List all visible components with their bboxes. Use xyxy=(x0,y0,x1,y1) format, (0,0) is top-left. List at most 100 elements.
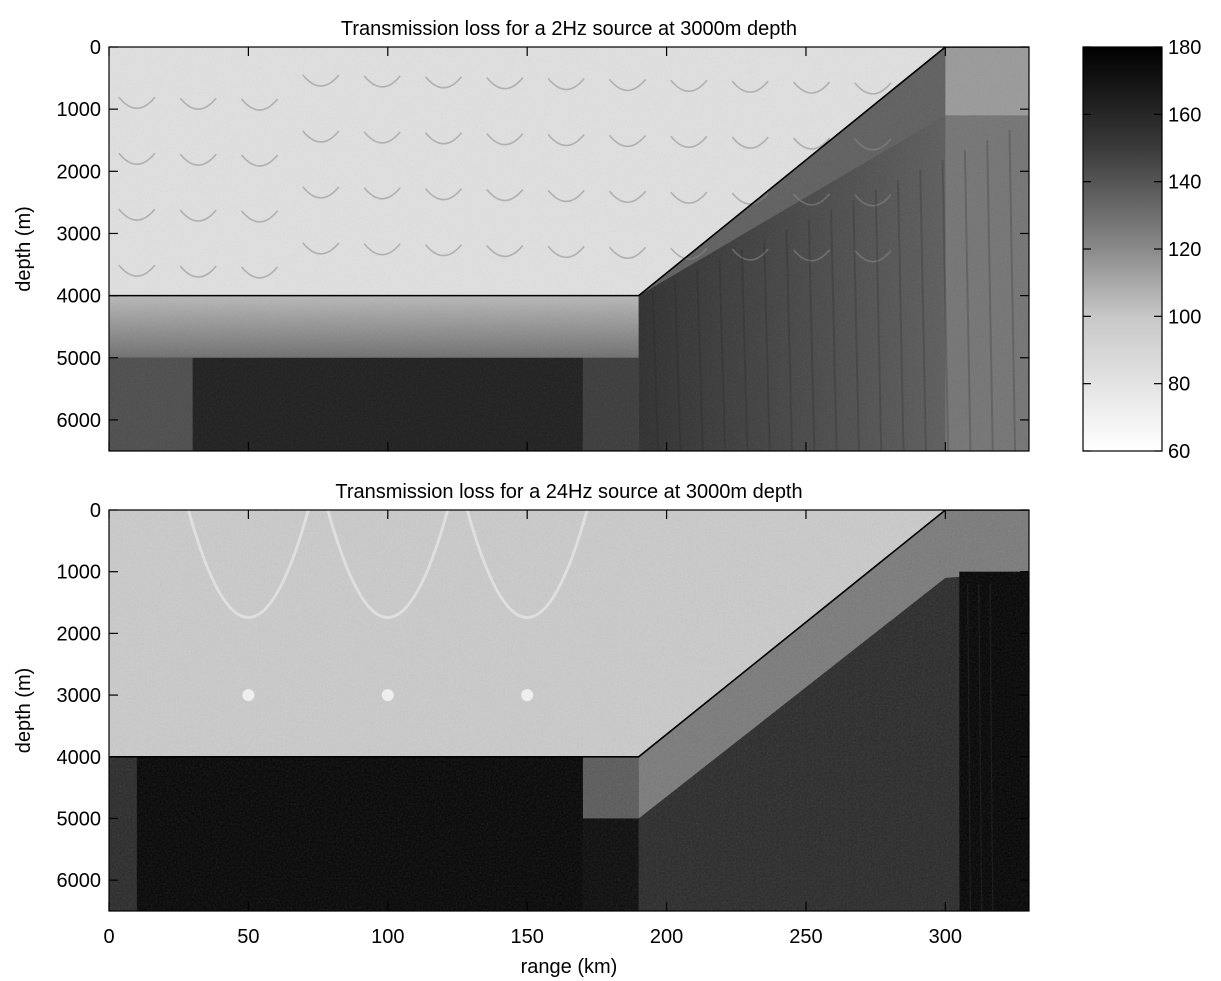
caustic-arc xyxy=(608,134,647,148)
caustic-arc xyxy=(118,208,156,221)
y-tick-label: 2000 xyxy=(57,161,102,183)
chart-title: Transmission loss for a 2Hz source at 30… xyxy=(341,18,797,40)
caustic-arc xyxy=(608,78,647,92)
caustic-arc xyxy=(854,82,892,95)
caustic-arc xyxy=(854,138,892,151)
striation xyxy=(866,641,871,911)
striation xyxy=(986,140,994,451)
caustic-arc xyxy=(179,97,217,110)
striation xyxy=(900,615,905,911)
striation xyxy=(855,650,860,911)
striation xyxy=(1008,130,1017,451)
striation xyxy=(852,199,860,451)
striation xyxy=(933,589,938,911)
caustic-arc xyxy=(302,74,340,87)
striation xyxy=(967,584,972,911)
colorbar-tick-label: 60 xyxy=(1168,441,1190,463)
striation xyxy=(788,701,793,911)
caustic-arc xyxy=(424,132,463,145)
x-tick-label: 300 xyxy=(929,926,962,948)
striation xyxy=(989,584,994,911)
caustic-arc xyxy=(302,130,340,143)
y-tick-label: 6000 xyxy=(57,410,102,432)
chart-title: Transmission loss for a 24Hz source at 3… xyxy=(335,481,802,503)
caustic-arc xyxy=(731,136,769,149)
caustic-arc xyxy=(670,79,708,93)
convergence-zone-spot xyxy=(242,689,255,702)
caustic-arc xyxy=(608,190,647,204)
y-axis-label: depth (m) xyxy=(13,668,35,754)
caustic-arc xyxy=(179,209,217,222)
caustic-arc xyxy=(179,153,217,166)
caustic-arc xyxy=(240,154,279,167)
striation xyxy=(919,170,927,451)
y-tick-label: 5000 xyxy=(57,348,102,370)
caustic-arc xyxy=(792,137,831,150)
striation xyxy=(810,684,815,911)
caustic-arc xyxy=(731,80,769,93)
y-tick-label: 1000 xyxy=(57,562,102,584)
striation xyxy=(844,658,849,911)
caustic-arc xyxy=(792,249,831,262)
caustic-arc xyxy=(547,189,585,203)
transmission-loss-24hz-panel: Transmission loss for a 24Hz source at 3… xyxy=(13,481,1030,978)
striation xyxy=(732,745,737,911)
striation xyxy=(665,796,670,911)
convergence-zone-arc xyxy=(326,510,450,619)
striation xyxy=(696,269,704,451)
caustic-arc xyxy=(670,135,708,148)
seabed-line xyxy=(109,47,1029,297)
striation xyxy=(911,606,916,911)
convergence-zone-arc xyxy=(465,510,589,619)
striation xyxy=(963,150,972,451)
caustic-arc xyxy=(792,81,831,94)
caustic-arc xyxy=(854,194,892,207)
y-axis-label: depth (m) xyxy=(13,206,35,292)
caustic-arc xyxy=(486,77,524,90)
caustic-arc xyxy=(854,250,892,263)
caustic-arc xyxy=(424,76,463,89)
striation xyxy=(830,209,838,451)
striation xyxy=(896,179,905,451)
striation xyxy=(955,584,960,911)
striation xyxy=(799,693,804,911)
axes-frame xyxy=(108,46,1030,452)
caustic-arc xyxy=(179,265,217,278)
caustic-arc xyxy=(670,247,708,260)
striation xyxy=(710,762,715,911)
axes-frame xyxy=(108,509,1030,912)
striation xyxy=(688,779,693,911)
caustic-arc xyxy=(486,189,524,202)
y-tick-label: 4000 xyxy=(57,747,102,769)
caustic-arc xyxy=(547,133,585,147)
texture-overlay xyxy=(109,47,1029,451)
caustic-arc xyxy=(670,191,708,204)
transmission-loss-2hz-panel: Transmission loss for a 2Hz source at 30… xyxy=(13,18,1030,452)
caustic-arc xyxy=(731,192,769,205)
striation xyxy=(833,667,838,911)
striation xyxy=(651,289,660,451)
striation xyxy=(744,736,749,911)
striation xyxy=(822,675,827,911)
caustic-arc xyxy=(792,193,831,206)
caustic-arc xyxy=(547,245,585,259)
colorbar-tick-label: 100 xyxy=(1168,306,1201,328)
x-tick-label: 50 xyxy=(237,926,259,948)
y-tick-label: 3000 xyxy=(57,223,102,245)
striation xyxy=(643,814,648,911)
striation xyxy=(978,584,983,911)
colorbar-tick-label: 180 xyxy=(1168,37,1201,59)
striation xyxy=(807,219,816,451)
seabed-line xyxy=(109,510,1029,758)
x-tick-label: 150 xyxy=(510,926,543,948)
caustic-arc xyxy=(240,266,279,279)
caustic-arc xyxy=(118,264,156,277)
caustic-arc xyxy=(547,78,585,91)
caustic-arc xyxy=(240,210,279,223)
striation xyxy=(777,710,782,911)
texture-overlay xyxy=(109,510,1029,911)
caustic-arc xyxy=(363,187,401,200)
caustic-arc xyxy=(424,244,463,257)
caustic-arc xyxy=(363,243,401,256)
